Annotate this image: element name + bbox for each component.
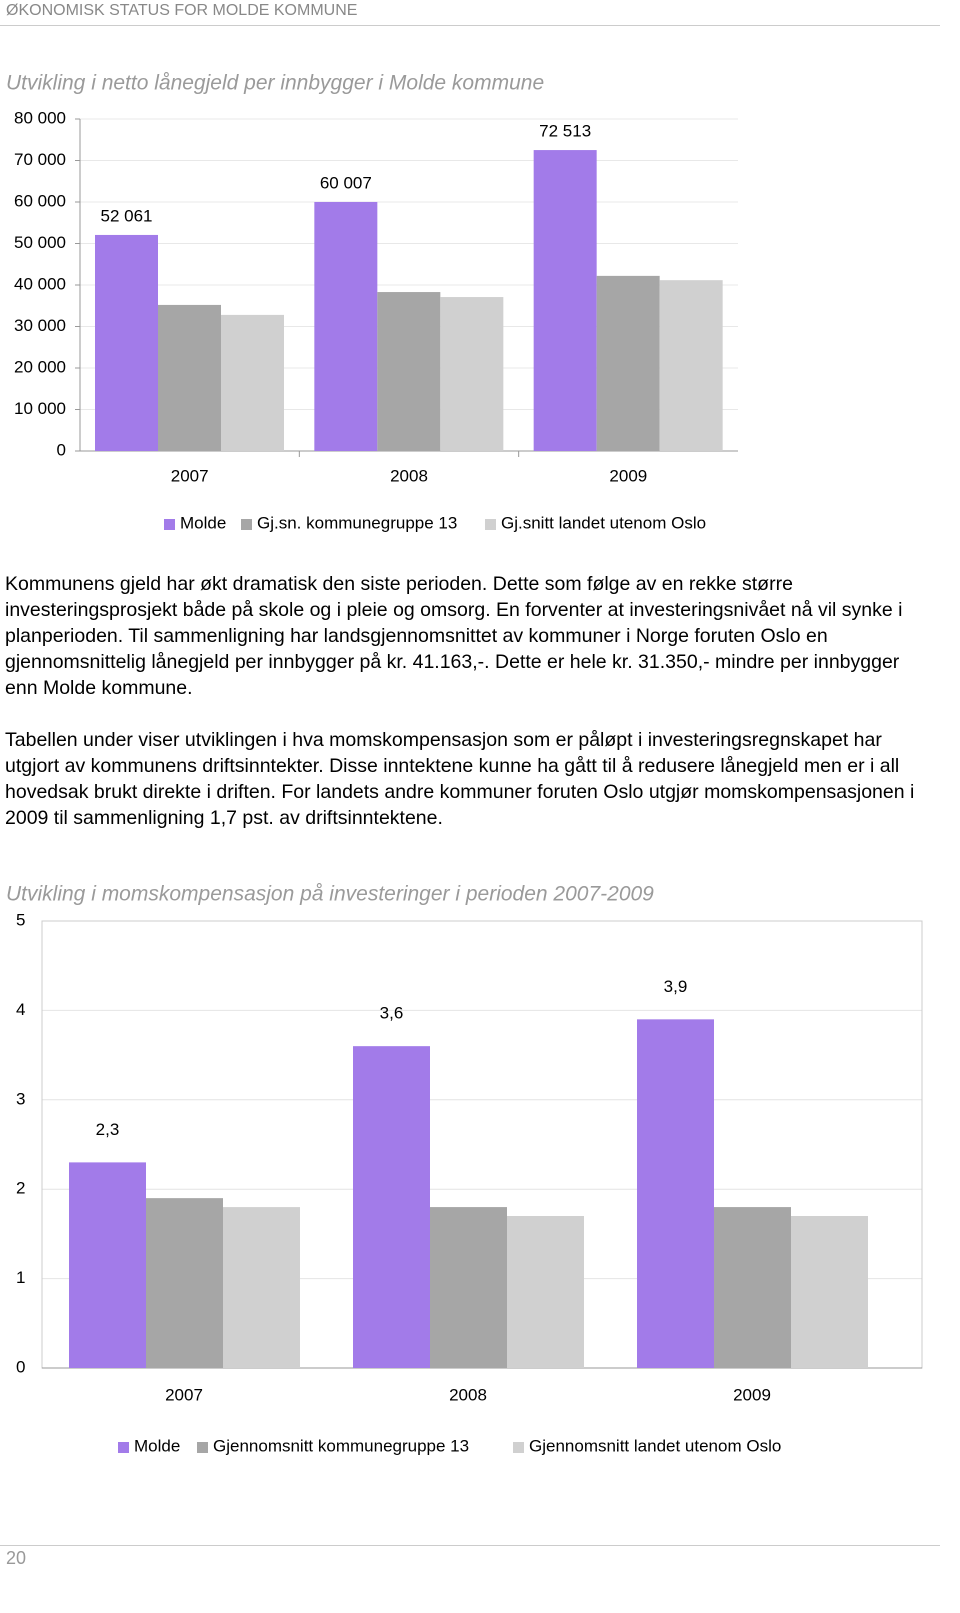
data-label: 3,6: [380, 1004, 404, 1023]
bar: [146, 1198, 223, 1368]
y-tick-label: 70 000: [14, 150, 66, 169]
x-tick-label: 2008: [449, 1385, 487, 1404]
data-label: 2,3: [96, 1120, 120, 1139]
paragraph: Kommunens gjeld har økt dramatisk den si…: [5, 573, 903, 699]
y-tick-label: 30 000: [14, 316, 66, 335]
legend-label: Gj.sn. kommunegruppe 13: [257, 513, 457, 532]
y-tick-label: 0: [57, 440, 66, 459]
x-tick-label: 2007: [171, 466, 209, 485]
bar: [791, 1216, 868, 1368]
bar: [377, 292, 441, 451]
bar: [95, 234, 158, 451]
legend-swatch: [241, 519, 252, 530]
y-tick-label: 20 000: [14, 357, 66, 376]
legend-label: Molde: [134, 1436, 180, 1455]
y-tick-label: 1: [16, 1268, 25, 1287]
legend-swatch: [197, 1442, 208, 1453]
legend-label: Molde: [180, 513, 226, 532]
y-tick-label: 4: [16, 1000, 25, 1019]
legend-label: Gjennomsnitt kommunegruppe 13: [213, 1436, 469, 1455]
bar: [69, 1162, 146, 1368]
y-tick-label: 5: [16, 910, 25, 929]
legend-swatch: [164, 519, 175, 530]
y-tick-label: 50 000: [14, 233, 66, 252]
legend-swatch: [513, 1442, 524, 1453]
header: ØKONOMISK STATUS FOR MOLDE KOMMUNE: [6, 2, 358, 19]
chart: Utvikling i momskompensasjon på invester…: [6, 883, 923, 1455]
y-tick-label: 0: [16, 1357, 25, 1376]
y-tick-label: 60 000: [14, 191, 66, 210]
y-tick-label: 10 000: [14, 399, 66, 418]
chart-title: Utvikling i momskompensasjon på invester…: [6, 883, 654, 906]
data-label: 60 007: [320, 173, 372, 192]
bar: [223, 1207, 300, 1368]
y-tick-label: 3: [16, 1089, 25, 1108]
bar: [440, 297, 504, 451]
bar: [659, 280, 723, 451]
y-tick-label: 2: [16, 1179, 25, 1198]
data-label: 3,9: [664, 977, 688, 996]
bar: [637, 1019, 714, 1368]
footer-rule: [0, 1545, 940, 1546]
bar: [714, 1207, 791, 1368]
page-number: 20: [6, 1548, 27, 1568]
paragraph: Tabellen under viser utviklingen i hva m…: [5, 729, 915, 829]
y-tick-label: 40 000: [14, 274, 66, 293]
bar: [221, 314, 284, 451]
chart: Utvikling i netto lånegjeld per innbygge…: [6, 72, 738, 532]
legend-swatch: [118, 1442, 129, 1453]
header-rule: [0, 25, 940, 26]
legend-label: Gjennomsnitt landet utenom Oslo: [529, 1436, 781, 1455]
x-tick-label: 2008: [390, 466, 428, 485]
bar: [533, 150, 597, 451]
data-label: 52 061: [101, 206, 153, 225]
bar: [596, 275, 660, 451]
y-tick-label: 80 000: [14, 108, 66, 127]
bar: [158, 304, 221, 451]
bar: [314, 201, 378, 451]
x-tick-label: 2007: [165, 1385, 203, 1404]
legend-swatch: [485, 519, 496, 530]
bar: [430, 1207, 507, 1368]
data-label: 72 513: [539, 122, 591, 141]
bar: [507, 1216, 584, 1368]
x-tick-label: 2009: [733, 1385, 771, 1404]
x-tick-label: 2009: [609, 466, 647, 485]
chart-title: Utvikling i netto lånegjeld per innbygge…: [6, 72, 544, 95]
legend-label: Gj.snitt landet utenom Oslo: [501, 513, 706, 532]
bar: [353, 1046, 430, 1368]
